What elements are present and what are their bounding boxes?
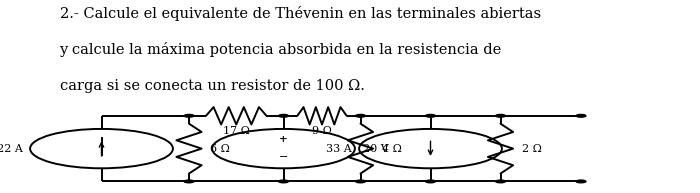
Text: +: + (279, 135, 288, 144)
Text: 17 Ω: 17 Ω (223, 126, 250, 136)
Text: y calcule la máxima potencia absorbida en la resistencia de: y calcule la máxima potencia absorbida e… (60, 42, 502, 58)
Text: 6 Ω: 6 Ω (210, 144, 230, 154)
Text: 33 A: 33 A (326, 144, 352, 154)
Circle shape (279, 114, 288, 117)
Text: 4 Ω: 4 Ω (382, 144, 401, 154)
Circle shape (356, 114, 365, 117)
Text: 2.- Calcule el equivalente de Thévenin en las terminales abiertas: 2.- Calcule el equivalente de Thévenin e… (60, 6, 540, 21)
Text: 20 V: 20 V (363, 144, 389, 154)
Circle shape (184, 180, 194, 183)
Text: carga si se conecta un resistor de 100 Ω.: carga si se conecta un resistor de 100 Ω… (60, 79, 365, 93)
Circle shape (356, 180, 365, 183)
Text: −: − (279, 152, 288, 163)
Circle shape (426, 180, 435, 183)
Text: 9 Ω: 9 Ω (312, 126, 332, 136)
Circle shape (576, 114, 586, 117)
Circle shape (279, 180, 288, 183)
Circle shape (184, 114, 194, 117)
Circle shape (496, 114, 505, 117)
Circle shape (496, 180, 505, 183)
Circle shape (576, 180, 586, 183)
Text: 222 A: 222 A (0, 144, 23, 154)
Text: 2 Ω: 2 Ω (522, 144, 541, 154)
Circle shape (426, 114, 435, 117)
